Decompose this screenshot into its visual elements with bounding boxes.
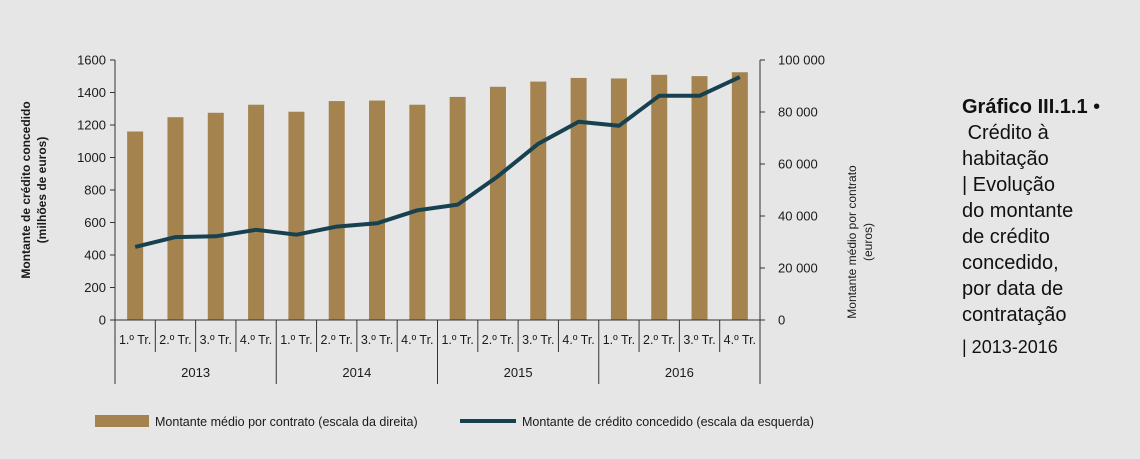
title-line: por data de xyxy=(962,278,1064,300)
left-tick-label: 800 xyxy=(84,183,106,198)
bar xyxy=(449,96,466,320)
bar xyxy=(328,101,345,320)
legend-line-label: Montante de crédito concedido (escala da… xyxy=(522,415,814,429)
category-label: 4.º Tr. xyxy=(724,333,756,347)
bar xyxy=(691,76,708,321)
title-line: contratação xyxy=(962,304,1067,326)
bar xyxy=(570,77,587,320)
category-label: 1.º Tr. xyxy=(280,333,312,347)
category-label: 1.º Tr. xyxy=(441,333,473,347)
right-tick-label: 40 000 xyxy=(778,209,818,224)
category-label: 2.º Tr. xyxy=(321,333,353,347)
figure-title: Gráfico III.1.1 • Crédito à habitação | … xyxy=(962,94,1132,360)
year-label: 2014 xyxy=(342,365,371,380)
right-tick-label: 20 000 xyxy=(778,261,818,276)
line-series xyxy=(134,75,741,249)
bar xyxy=(127,131,144,320)
category-label: 3.º Tr. xyxy=(683,333,715,347)
bullet: • xyxy=(1093,96,1101,118)
left-tick-label: 600 xyxy=(84,215,106,230)
left-axis-unit: (milhões de euros) xyxy=(35,137,49,244)
right-tick-label: 0 xyxy=(778,313,785,328)
title-line: do montante xyxy=(962,200,1074,222)
bar xyxy=(288,111,305,321)
bar xyxy=(731,72,748,320)
left-tick-label: 1600 xyxy=(77,53,106,68)
right-axis-ticks: 0 20 000 40 000 60 000 80 000 100 000 xyxy=(760,53,825,328)
category-label: 1.º Tr. xyxy=(119,333,151,347)
year-label: 2013 xyxy=(181,365,210,380)
right-tick-label: 100 000 xyxy=(778,53,825,68)
category-label: 2.º Tr. xyxy=(159,333,191,347)
category-label: 3.º Tr. xyxy=(522,333,554,347)
year-label: 2016 xyxy=(665,365,694,380)
title-line: habitação xyxy=(962,148,1049,170)
category-label: 4.º Tr. xyxy=(240,333,272,347)
legend-bar-label: Montante médio por contrato (escala da d… xyxy=(155,415,418,429)
category-label: 3.º Tr. xyxy=(361,333,393,347)
year-label: 2015 xyxy=(504,365,533,380)
title-line: Crédito à xyxy=(962,122,1049,144)
left-tick-label: 1000 xyxy=(77,150,106,165)
title-line: de crédito xyxy=(962,226,1050,248)
category-label: 4.º Tr. xyxy=(401,333,433,347)
bar xyxy=(530,81,547,320)
title-line: concedido, xyxy=(962,252,1059,274)
legend: Montante médio por contrato (escala da d… xyxy=(95,415,814,429)
figure-number: Gráfico III.1.1 xyxy=(962,96,1088,118)
legend-bar-swatch xyxy=(95,415,149,427)
right-axis-label: Montante médio por contrato xyxy=(845,165,859,319)
left-tick-label: 1400 xyxy=(77,85,106,100)
combo-chart: 0 200 400 600 800 1000 1200 1400 1600 0 20 000 40 … xyxy=(19,53,875,430)
category-label: 2.º Tr. xyxy=(482,333,514,347)
bar xyxy=(369,100,386,320)
right-tick-label: 60 000 xyxy=(778,157,818,172)
left-tick-label: 0 xyxy=(99,313,106,328)
x-axis-categories: 1.º Tr. 2.º Tr. 3.º Tr. 4.º Tr. 1.º Tr. 2.º T… xyxy=(114,320,761,352)
bar xyxy=(651,74,668,320)
x-axis-years: 2013 2014 2015 2016 xyxy=(114,352,761,384)
category-label: 1.º Tr. xyxy=(603,333,635,347)
right-axis-unit: (euros) xyxy=(861,223,875,261)
bar-series xyxy=(127,72,748,321)
left-tick-label: 200 xyxy=(84,280,106,295)
left-tick-label: 400 xyxy=(84,248,106,263)
left-tick-label: 1200 xyxy=(77,118,106,133)
left-axis-ticks: 0 200 400 600 800 1000 1200 1400 1600 xyxy=(77,53,115,328)
category-label: 4.º Tr. xyxy=(562,333,594,347)
bar xyxy=(207,112,224,320)
bar xyxy=(489,86,506,320)
figure-period: | 2013-2016 xyxy=(962,337,1058,357)
right-tick-label: 80 000 xyxy=(778,105,818,120)
bar xyxy=(248,104,265,320)
category-label: 3.º Tr. xyxy=(200,333,232,347)
left-axis-label: Montante de crédito concedido xyxy=(19,101,33,278)
bar xyxy=(167,117,184,320)
title-line: | Evolução xyxy=(962,174,1056,196)
category-label: 2.º Tr. xyxy=(643,333,675,347)
bar xyxy=(610,78,627,321)
